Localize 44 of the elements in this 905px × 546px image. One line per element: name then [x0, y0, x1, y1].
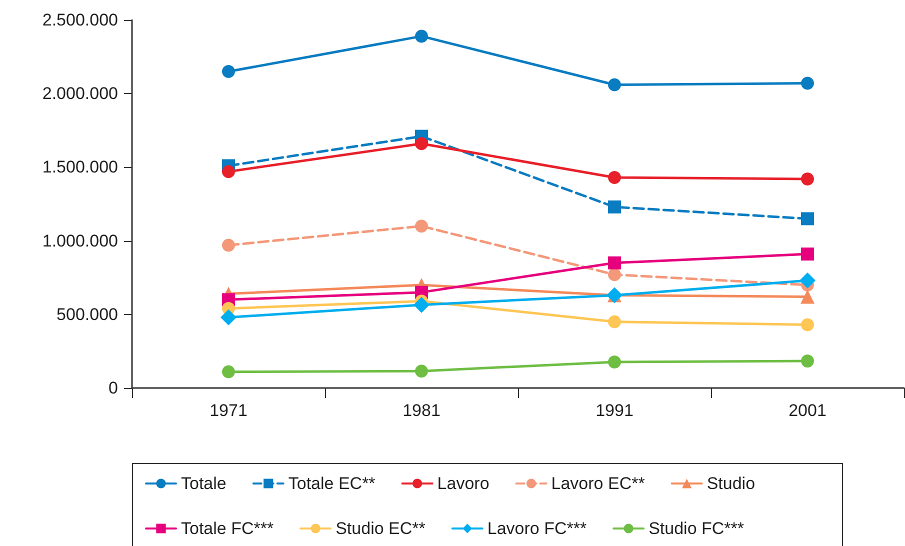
point: [608, 78, 621, 92]
legend-label: Studio FC***: [648, 519, 744, 538]
point: [415, 364, 428, 378]
point: [801, 172, 814, 186]
point: [608, 256, 621, 270]
point: [415, 137, 428, 150]
point: [801, 354, 814, 368]
point: [222, 238, 235, 252]
point: [608, 268, 621, 282]
point: [608, 315, 621, 328]
point: [608, 355, 621, 368]
x-tick-label: 1981: [402, 401, 440, 420]
point: [414, 296, 430, 313]
y-tick-label: 0: [108, 378, 118, 398]
point: [801, 76, 814, 90]
y-tick-label: 2.000.000: [42, 84, 118, 104]
point: [608, 171, 621, 184]
point: [222, 165, 235, 178]
point: [608, 200, 621, 214]
point: [801, 212, 814, 226]
legend-label: Studio EC**: [336, 519, 426, 538]
point: [801, 248, 814, 261]
point: [801, 318, 814, 332]
point: [415, 220, 428, 233]
legend-label: Totale EC**: [288, 474, 376, 493]
point: [220, 309, 236, 326]
legend-label: Totale FC***: [181, 519, 274, 538]
y-tick-label: 1.500.000: [42, 158, 118, 177]
legend-label: Lavoro: [437, 474, 490, 493]
y-tick-label: 1.000.000: [42, 231, 118, 250]
legend-label: Studio: [706, 474, 756, 493]
x-tick-label: 1971: [210, 401, 248, 420]
x-tick-label: 2001: [788, 401, 826, 420]
legend-label: Lavoro EC**: [551, 474, 646, 493]
legend-label: Totale: [181, 474, 226, 493]
y-tick-label: 2.500.000: [42, 10, 118, 30]
point: [800, 290, 814, 304]
point: [222, 65, 235, 78]
point: [800, 272, 816, 289]
legend-label: Lavoro FC***: [487, 519, 587, 538]
point: [415, 30, 428, 43]
y-tick-label: 500.000: [56, 304, 118, 324]
point: [222, 365, 235, 378]
x-tick-label: 1991: [596, 401, 634, 420]
